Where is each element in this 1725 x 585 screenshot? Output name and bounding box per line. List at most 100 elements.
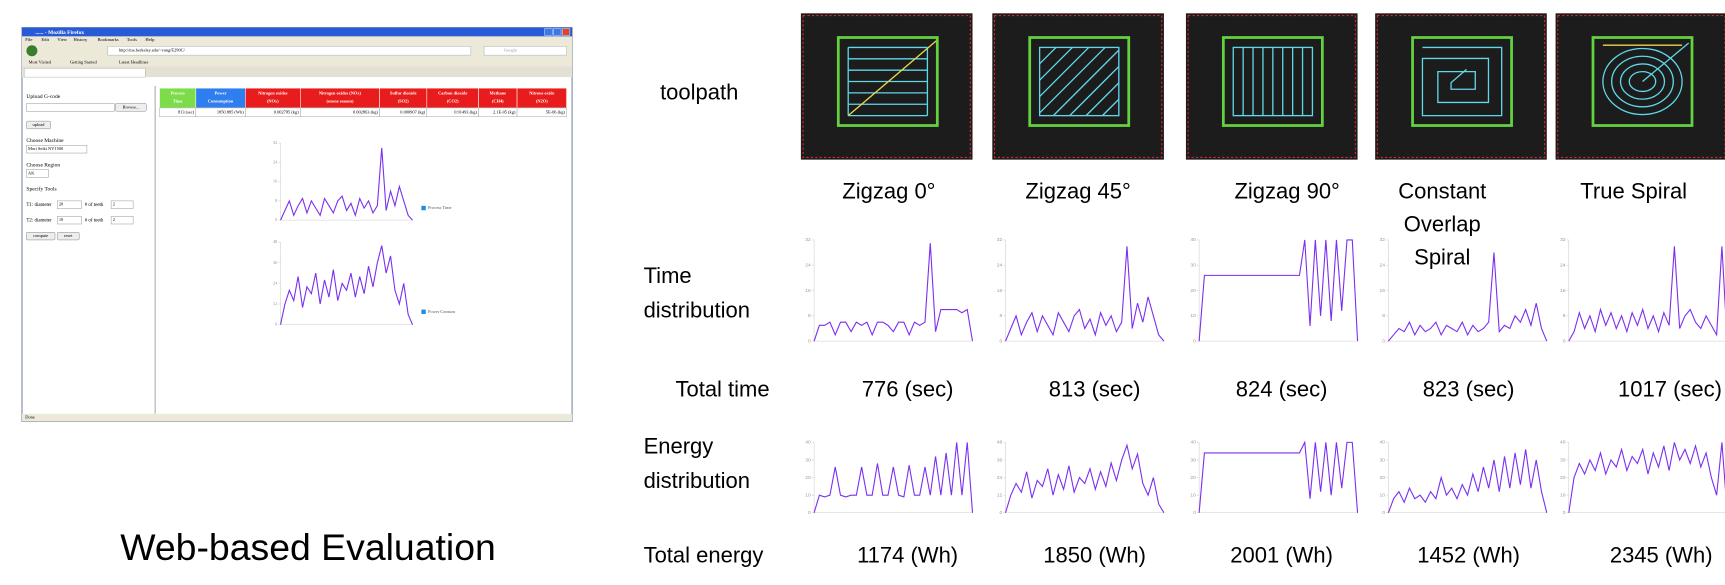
y-tick-label: 16 <box>1380 288 1386 294</box>
search-box <box>484 46 567 55</box>
menu-item: History <box>73 37 88 42</box>
legend-swatch <box>421 310 425 314</box>
column-name: True Spiral <box>1580 178 1687 203</box>
toolpath-bg <box>1375 13 1547 159</box>
column-name: Overlap <box>1404 211 1481 236</box>
total-time: 813 (sec) <box>1049 376 1141 401</box>
window-button <box>545 29 553 36</box>
y-tick-label: 30 <box>1190 263 1196 269</box>
y-tick-label: 0 <box>1563 510 1566 516</box>
header-text: Time <box>173 98 183 103</box>
y-tick-label: 0 <box>808 338 811 344</box>
y-tick-label: 32 <box>1380 237 1386 243</box>
window-title: ...... - Mozilla Firefox <box>35 30 84 36</box>
value-text: 5E-06 (kg) <box>546 109 566 114</box>
row-label: Energy <box>644 434 714 459</box>
row-label: toolpath <box>660 79 738 104</box>
input-box <box>26 104 114 112</box>
y-tick-label: 24 <box>997 263 1003 269</box>
y-tick-label: 10 <box>1380 492 1386 498</box>
menu-item: Bookmarks <box>97 37 118 42</box>
bookmark: Most Visited <box>29 59 52 64</box>
row-label: distribution <box>644 468 750 493</box>
y-tick-label: 10 <box>805 492 811 498</box>
y-tick-label: 24 <box>997 475 1003 481</box>
y-tick-label: 24 <box>1560 263 1566 269</box>
y-tick-label: 0 <box>1382 510 1385 516</box>
total-energy: 1174 (Wh) <box>857 543 958 568</box>
value-text: 2.1E-05 (kg) <box>493 109 516 114</box>
button-label: reset <box>64 233 73 238</box>
y-tick-label: 8 <box>999 313 1002 319</box>
y-tick-label: 10 <box>1190 492 1196 498</box>
toolpath-bg <box>801 13 973 159</box>
total-energy: 1452 (Wh) <box>1417 543 1520 568</box>
row-label: distribution <box>644 297 750 322</box>
y-tick-label: 30 <box>1560 457 1566 463</box>
total-time: 823 (sec) <box>1423 376 1515 401</box>
input-value: Mori Seiki NV1500 <box>28 146 64 151</box>
y-tick-label: 0 <box>999 510 1002 516</box>
window-button <box>553 29 561 36</box>
y-tick-label: 36 <box>997 457 1003 463</box>
label: T1: diameter <box>26 203 52 208</box>
header-text: Consumption <box>208 98 234 103</box>
legend-label: Process Time <box>428 205 452 210</box>
y-tick-label: 0 <box>1382 338 1385 344</box>
toolpath-image <box>1556 13 1725 159</box>
y-tick-label: 24 <box>1380 263 1386 269</box>
label: Choose Region <box>26 162 60 168</box>
button-label: Browse... <box>123 104 140 109</box>
value-text: 1850.885 (Wh) <box>217 109 244 114</box>
back-button <box>26 45 37 56</box>
header-text: Nitrous oxide <box>529 91 554 96</box>
data-line <box>1006 246 1164 341</box>
column-name: Zigzag 0° <box>842 178 935 203</box>
toolpath-bg <box>992 13 1164 159</box>
data-line <box>814 442 972 512</box>
input-value: 2 <box>113 202 115 207</box>
y-tick-label: 10 <box>1190 313 1196 319</box>
caption: Web-based Evaluation <box>120 526 496 568</box>
header-text: Power <box>215 91 227 96</box>
label: T2: diameter <box>26 218 52 223</box>
y-tick-label: 40 <box>1190 440 1196 446</box>
total-time: 776 (sec) <box>862 376 954 401</box>
value-text: 0.000907 (kg) <box>400 109 425 114</box>
value-text: 0.002785 (kg) <box>274 109 299 114</box>
menu-item: Help <box>145 37 155 42</box>
data-line <box>1199 442 1357 512</box>
title-bar <box>22 28 572 37</box>
y-tick-label: 40 <box>1380 440 1386 446</box>
y-tick-label: 20 <box>1190 475 1196 481</box>
data-line <box>1006 445 1164 512</box>
y-tick-label: 40 <box>805 440 811 446</box>
toolpath-image <box>1186 13 1358 159</box>
column-name: Spiral <box>1414 244 1470 269</box>
y-tick-label: 0 <box>1193 338 1196 344</box>
legend-label: Power Consum <box>428 309 456 314</box>
header-text: Nitrogen oxides (NOx) <box>319 91 362 96</box>
tab <box>24 68 145 77</box>
bookmark: Latest Headlines <box>119 59 149 64</box>
y-tick-label: 30 <box>1380 457 1386 463</box>
header-text: Methane <box>490 91 507 96</box>
bookmarks-bar <box>22 58 572 66</box>
header-text: (NOx) <box>267 98 279 103</box>
y-tick-label: 16 <box>805 288 811 294</box>
y-tick-label: 8 <box>808 313 811 319</box>
y-tick-label: 32 <box>273 140 277 145</box>
y-tick-label: 32 <box>997 237 1003 243</box>
row-label: Total time <box>675 376 769 401</box>
status-bar <box>22 414 572 422</box>
y-tick-label: 20 <box>805 475 811 481</box>
input-value: 2 <box>113 217 115 222</box>
y-tick-label: 40 <box>1190 237 1196 243</box>
value-text: 0.91493 (kg) <box>454 109 477 114</box>
total-energy: 1850 (Wh) <box>1043 543 1146 568</box>
value-text: 0.002863 (kg) <box>353 109 378 114</box>
menu-item: Edit <box>41 37 49 42</box>
data-line <box>1388 449 1546 512</box>
toolpath-image <box>1375 13 1547 159</box>
